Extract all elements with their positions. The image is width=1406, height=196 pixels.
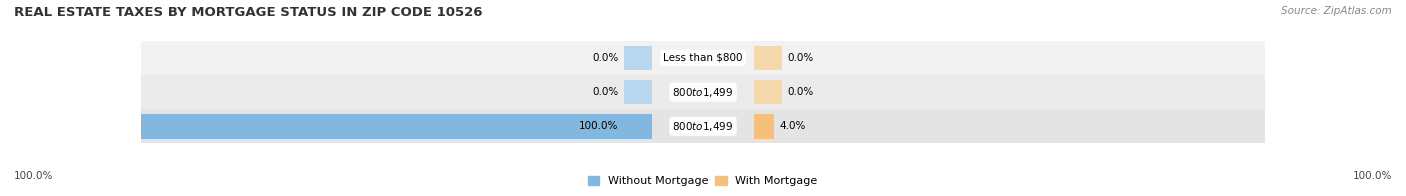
Text: 4.0%: 4.0% bbox=[780, 121, 806, 131]
Bar bbox=[754, 114, 775, 139]
Text: 100.0%: 100.0% bbox=[1353, 171, 1392, 181]
Bar bbox=[754, 80, 782, 104]
Text: Source: ZipAtlas.com: Source: ZipAtlas.com bbox=[1281, 6, 1392, 16]
Text: Less than $800: Less than $800 bbox=[664, 53, 742, 63]
Text: 0.0%: 0.0% bbox=[592, 53, 619, 63]
Text: REAL ESTATE TAXES BY MORTGAGE STATUS IN ZIP CODE 10526: REAL ESTATE TAXES BY MORTGAGE STATUS IN … bbox=[14, 6, 482, 19]
Bar bbox=[624, 46, 652, 70]
Text: 0.0%: 0.0% bbox=[787, 53, 814, 63]
Legend: Without Mortgage, With Mortgage: Without Mortgage, With Mortgage bbox=[586, 174, 820, 189]
Text: 100.0%: 100.0% bbox=[579, 121, 619, 131]
Text: $800 to $1,499: $800 to $1,499 bbox=[672, 86, 734, 99]
Bar bbox=[141, 114, 652, 139]
Text: 100.0%: 100.0% bbox=[14, 171, 53, 181]
Bar bbox=[141, 41, 1265, 75]
Bar bbox=[624, 80, 652, 104]
Bar bbox=[754, 46, 782, 70]
Bar bbox=[141, 109, 1265, 143]
Text: 0.0%: 0.0% bbox=[787, 87, 814, 97]
Text: $800 to $1,499: $800 to $1,499 bbox=[672, 120, 734, 133]
Text: 0.0%: 0.0% bbox=[592, 87, 619, 97]
Bar bbox=[141, 75, 1265, 109]
